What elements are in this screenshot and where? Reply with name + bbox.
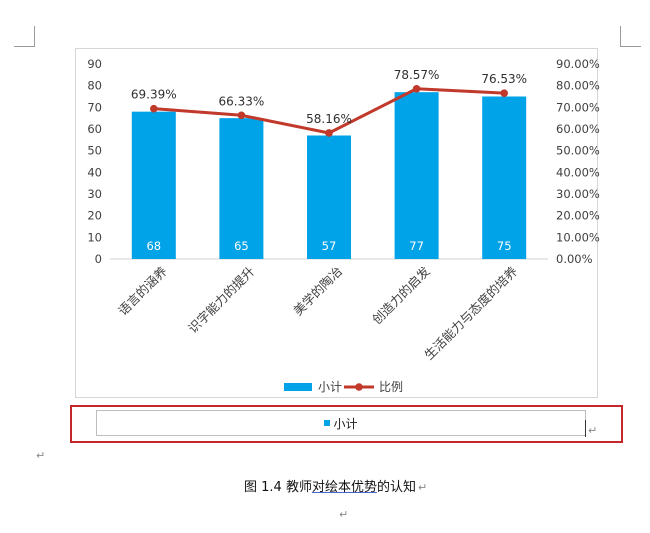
- crop-mark-top-right: [620, 26, 641, 47]
- category-label: 创造力的启发: [369, 263, 433, 327]
- category-label: 识字能力的提升: [185, 264, 257, 336]
- chart-legend: 小计 比例: [284, 380, 403, 394]
- line-point: [412, 84, 421, 93]
- line-point: [150, 104, 158, 113]
- figure-caption: 图 1.4 教师对绘本优势的认知 ↵: [244, 476, 427, 495]
- line-point: [500, 89, 509, 97]
- chart-frame[interactable]: [75, 48, 598, 398]
- legend-entry-label: 小计: [333, 416, 358, 431]
- right-tick-label: 10.00%: [556, 230, 600, 244]
- bar-data-label: 77: [409, 239, 424, 253]
- bar: [482, 96, 527, 259]
- text-cursor: [585, 420, 586, 437]
- bar: [307, 135, 351, 259]
- paragraph-mark: ↵: [588, 424, 598, 437]
- bar: [131, 111, 176, 260]
- left-tick-label: 40: [87, 165, 102, 179]
- caption-highlight: 对绘本优势: [311, 480, 377, 495]
- line-data-label: 69.39%: [131, 88, 177, 102]
- left-tick-label: 10: [87, 230, 102, 244]
- crop-mark-top-left: [14, 26, 35, 47]
- paragraph-mark: ↵: [36, 449, 46, 462]
- legend-bar-swatch: [284, 383, 312, 391]
- left-tick-label: 80: [87, 79, 102, 93]
- legend-line-label: 比例: [379, 380, 403, 394]
- right-axis: 0.00% 10.00% 20.00% 30.00% 40.00% 50.00% 60.00…: [556, 57, 600, 266]
- ratio-line: [153, 87, 505, 135]
- bar-data-label: 57: [322, 239, 337, 253]
- legend-entry-box[interactable]: 小计: [96, 410, 586, 436]
- bar: [219, 118, 264, 260]
- bar-data-label: 68: [146, 239, 161, 253]
- category-label: 美学的陶冶: [290, 264, 345, 319]
- left-tick-label: 30: [87, 187, 102, 201]
- legend-line-marker: [355, 383, 363, 391]
- paragraph-mark: ↵: [417, 481, 428, 494]
- right-tick-label: 90.00%: [556, 57, 600, 71]
- line-point: [325, 129, 333, 137]
- line-point: [237, 111, 246, 120]
- right-tick-label: 70.00%: [556, 100, 600, 114]
- line-data-label: 78.57%: [394, 68, 440, 82]
- line-data-label: 66.33%: [219, 94, 265, 108]
- left-tick-label: 60: [87, 122, 102, 136]
- legend-bar-label: 小计: [318, 380, 342, 394]
- category-label: 语言的涵养: [115, 264, 170, 319]
- right-tick-label: 40.00%: [556, 165, 600, 179]
- caption-prefix: 图 1.4 教师: [244, 480, 312, 495]
- caption-suffix: 的认知: [376, 480, 416, 495]
- right-tick-label: 30.00%: [556, 187, 600, 201]
- right-tick-label: 80.00%: [556, 79, 600, 93]
- left-tick-label: 50: [87, 144, 102, 158]
- selection-box: [70, 405, 623, 443]
- line-series: 69.39% 66.33% 58.16% 78.57% 76.53%: [131, 68, 527, 137]
- bar-series: 68 65 57 77 75: [131, 92, 527, 260]
- right-tick-label: 20.00%: [556, 209, 600, 223]
- paragraph-mark: ↵: [339, 508, 349, 521]
- right-tick-label: 50.00%: [556, 144, 600, 158]
- line-data-label: 58.16%: [306, 112, 352, 126]
- bar: [394, 92, 439, 260]
- left-tick-label: 70: [87, 100, 102, 114]
- left-tick-label: 20: [87, 209, 102, 223]
- combo-chart[interactable]: 0 10 20 30 40 50 60 70 80 90 0.00% 10.00% 20.00% 30.…: [0, 0, 650, 400]
- bar-data-label: 75: [497, 239, 512, 253]
- bar-data-label: 65: [234, 239, 249, 253]
- category-label: 生活能力与态度的培养: [421, 264, 520, 363]
- right-tick-label: 0.00%: [556, 252, 593, 266]
- line-data-label: 76.53%: [481, 72, 527, 86]
- legend-swatch: [324, 420, 331, 426]
- left-tick-label: 90: [87, 57, 102, 71]
- right-tick-label: 60.00%: [556, 122, 600, 136]
- left-tick-label: 0: [95, 252, 102, 266]
